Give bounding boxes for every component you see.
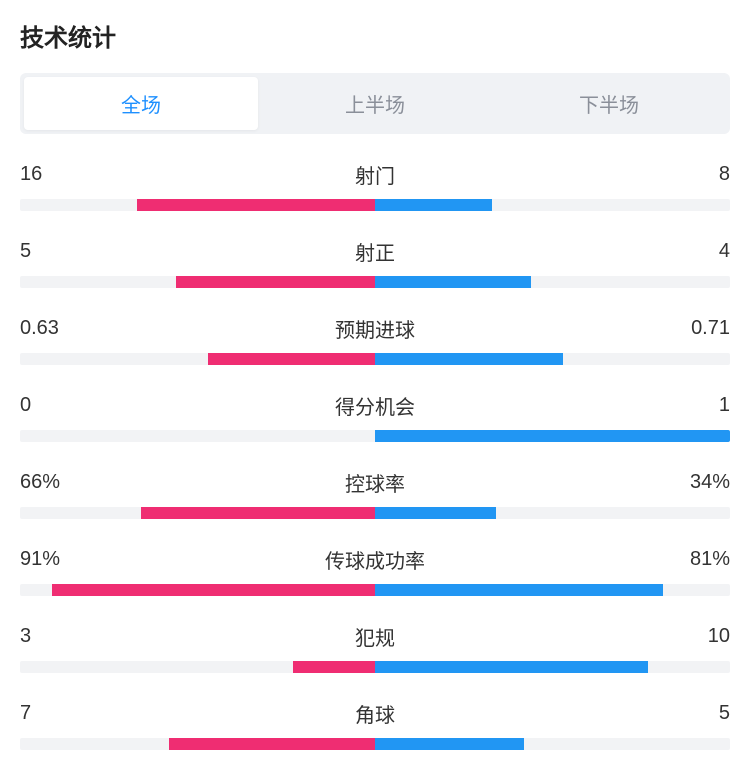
stat-row: 5射正4 (20, 237, 730, 288)
stat-bar (20, 276, 730, 288)
stat-name: 射正 (80, 237, 670, 266)
stat-bar (20, 738, 730, 750)
stat-row: 0.63预期进球0.71 (20, 314, 730, 365)
stat-left-value: 7 (20, 702, 80, 725)
stat-right-value: 0.71 (670, 317, 730, 340)
stat-left-value: 5 (20, 240, 80, 263)
stat-bar (20, 199, 730, 211)
stat-left-value: 91% (20, 548, 80, 571)
tab-2[interactable]: 下半场 (492, 77, 726, 130)
stat-right-value: 34% (670, 471, 730, 494)
stat-right-value: 81% (670, 548, 730, 571)
stat-row: 66%控球率34% (20, 468, 730, 519)
stat-bar (20, 430, 730, 442)
stat-name: 犯规 (80, 622, 670, 651)
stat-left-value: 66% (20, 471, 80, 494)
stat-row: 16射门8 (20, 160, 730, 211)
stat-bar (20, 353, 730, 365)
stat-bar-right-fill (375, 199, 492, 211)
stat-right-value: 10 (670, 625, 730, 648)
stat-row: 0得分机会1 (20, 391, 730, 442)
stat-bar-left-fill (141, 507, 375, 519)
stat-name: 角球 (80, 699, 670, 728)
stat-bar-right-fill (375, 353, 563, 365)
stat-bar (20, 507, 730, 519)
stat-bar-left-fill (293, 661, 375, 673)
stat-bar (20, 661, 730, 673)
period-tabs: 全场上半场下半场 (20, 73, 730, 134)
stat-bar-right-fill (375, 276, 531, 288)
stat-bar-left-fill (169, 738, 375, 750)
stat-name: 传球成功率 (80, 545, 670, 574)
stat-bar-right-fill (375, 661, 648, 673)
stat-left-value: 16 (20, 163, 80, 186)
stat-right-value: 4 (670, 240, 730, 263)
stat-right-value: 8 (670, 163, 730, 186)
stat-right-value: 1 (670, 394, 730, 417)
stat-bar-left-fill (137, 199, 375, 211)
stat-bar-right-fill (375, 738, 524, 750)
stat-bar-right-fill (375, 430, 730, 442)
stat-name: 射门 (80, 160, 670, 189)
stat-bar-right-fill (375, 584, 663, 596)
stat-name: 预期进球 (80, 314, 670, 343)
stat-bar-right-fill (375, 507, 496, 519)
tab-0[interactable]: 全场 (24, 77, 258, 130)
page-title: 技术统计 (20, 18, 730, 53)
stat-name: 控球率 (80, 468, 670, 497)
stat-bar (20, 584, 730, 596)
stat-left-value: 0 (20, 394, 80, 417)
stat-row: 3犯规10 (20, 622, 730, 673)
stat-row: 91%传球成功率81% (20, 545, 730, 596)
tab-1[interactable]: 上半场 (258, 77, 492, 130)
stat-right-value: 5 (670, 702, 730, 725)
stat-bar-left-fill (52, 584, 375, 596)
stat-left-value: 3 (20, 625, 80, 648)
stat-bar-left-fill (208, 353, 375, 365)
stat-row: 7角球5 (20, 699, 730, 750)
stat-name: 得分机会 (80, 391, 670, 420)
stat-left-value: 0.63 (20, 317, 80, 340)
stat-bar-left-fill (176, 276, 375, 288)
